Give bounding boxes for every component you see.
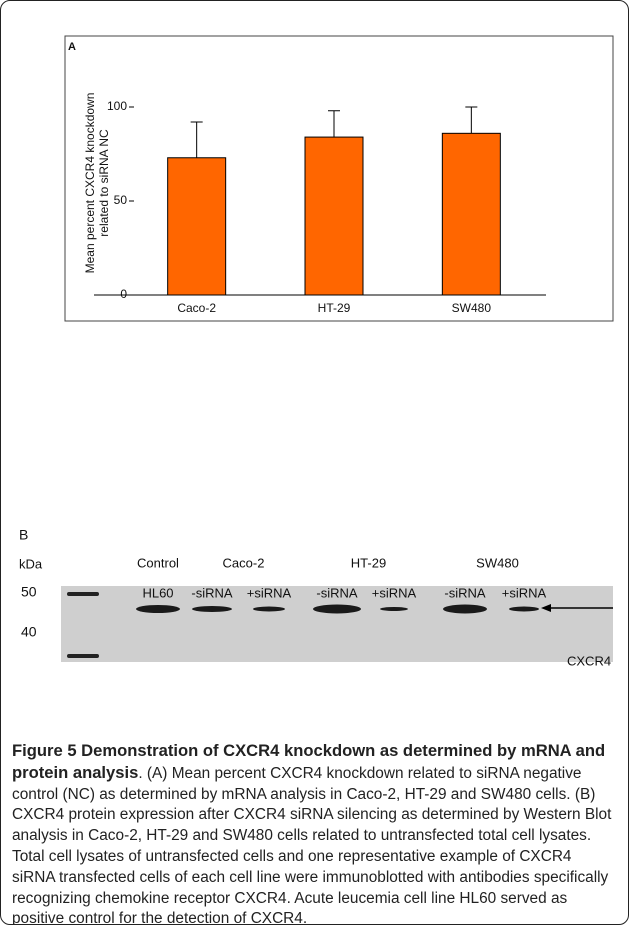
protein-band xyxy=(509,607,539,612)
y-tick-label: 50 xyxy=(114,193,128,207)
protein-band xyxy=(380,607,408,611)
protein-band xyxy=(313,605,361,614)
group-label: Control xyxy=(137,555,179,570)
marker-label: 40 xyxy=(21,624,37,640)
y-tick-label: 100 xyxy=(107,99,127,113)
lane-label: +siRNA xyxy=(247,585,292,600)
caption-text: . (A) Mean percent CXCR4 knockdown relat… xyxy=(12,765,611,925)
x-tick-label: HT-29 xyxy=(318,301,351,315)
protein-band xyxy=(253,607,285,612)
lane-label: +siRNA xyxy=(502,585,547,600)
protein-band xyxy=(136,605,180,613)
figure-graphics: A B kDa CXCR4 Mean percent CXCR4 knockdo… xyxy=(1,1,628,721)
bar xyxy=(305,137,363,295)
y-axis-label: Mean percent CXCR4 knockdown xyxy=(83,93,97,274)
marker-band xyxy=(67,592,99,596)
figure: A B kDa CXCR4 Mean percent CXCR4 knockdo… xyxy=(0,0,629,925)
y-axis-label: related to siRNA NC xyxy=(97,129,111,237)
marker-band xyxy=(67,654,99,658)
x-tick-label: Caco-2 xyxy=(177,301,216,315)
y-tick-label: 0 xyxy=(120,287,127,301)
group-label: HT-29 xyxy=(351,555,386,570)
panel-label: A xyxy=(68,41,76,53)
bar xyxy=(442,133,500,295)
marker-label: 50 xyxy=(21,584,37,600)
group-label: Caco-2 xyxy=(223,555,265,570)
lane-label: -siRNA xyxy=(316,585,357,600)
lane-label: -siRNA xyxy=(191,585,232,600)
bar xyxy=(168,158,226,295)
x-tick-label: SW480 xyxy=(452,301,492,315)
lane-label: +siRNA xyxy=(372,585,417,600)
protein-band xyxy=(443,605,487,614)
panel-label: B xyxy=(19,527,28,543)
band-label: CXCR4 xyxy=(567,653,611,668)
caption: Figure 5 Demonstration of CXCR4 knockdow… xyxy=(12,741,618,925)
group-label: SW480 xyxy=(476,555,519,570)
unit-label: kDa xyxy=(19,556,43,571)
lane-label: -siRNA xyxy=(444,585,485,600)
lane-label: HL60 xyxy=(142,585,173,600)
protein-band xyxy=(192,606,232,612)
